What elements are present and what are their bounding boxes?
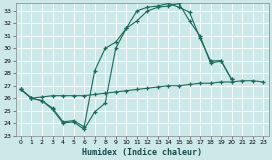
X-axis label: Humidex (Indice chaleur): Humidex (Indice chaleur) [82,148,202,156]
